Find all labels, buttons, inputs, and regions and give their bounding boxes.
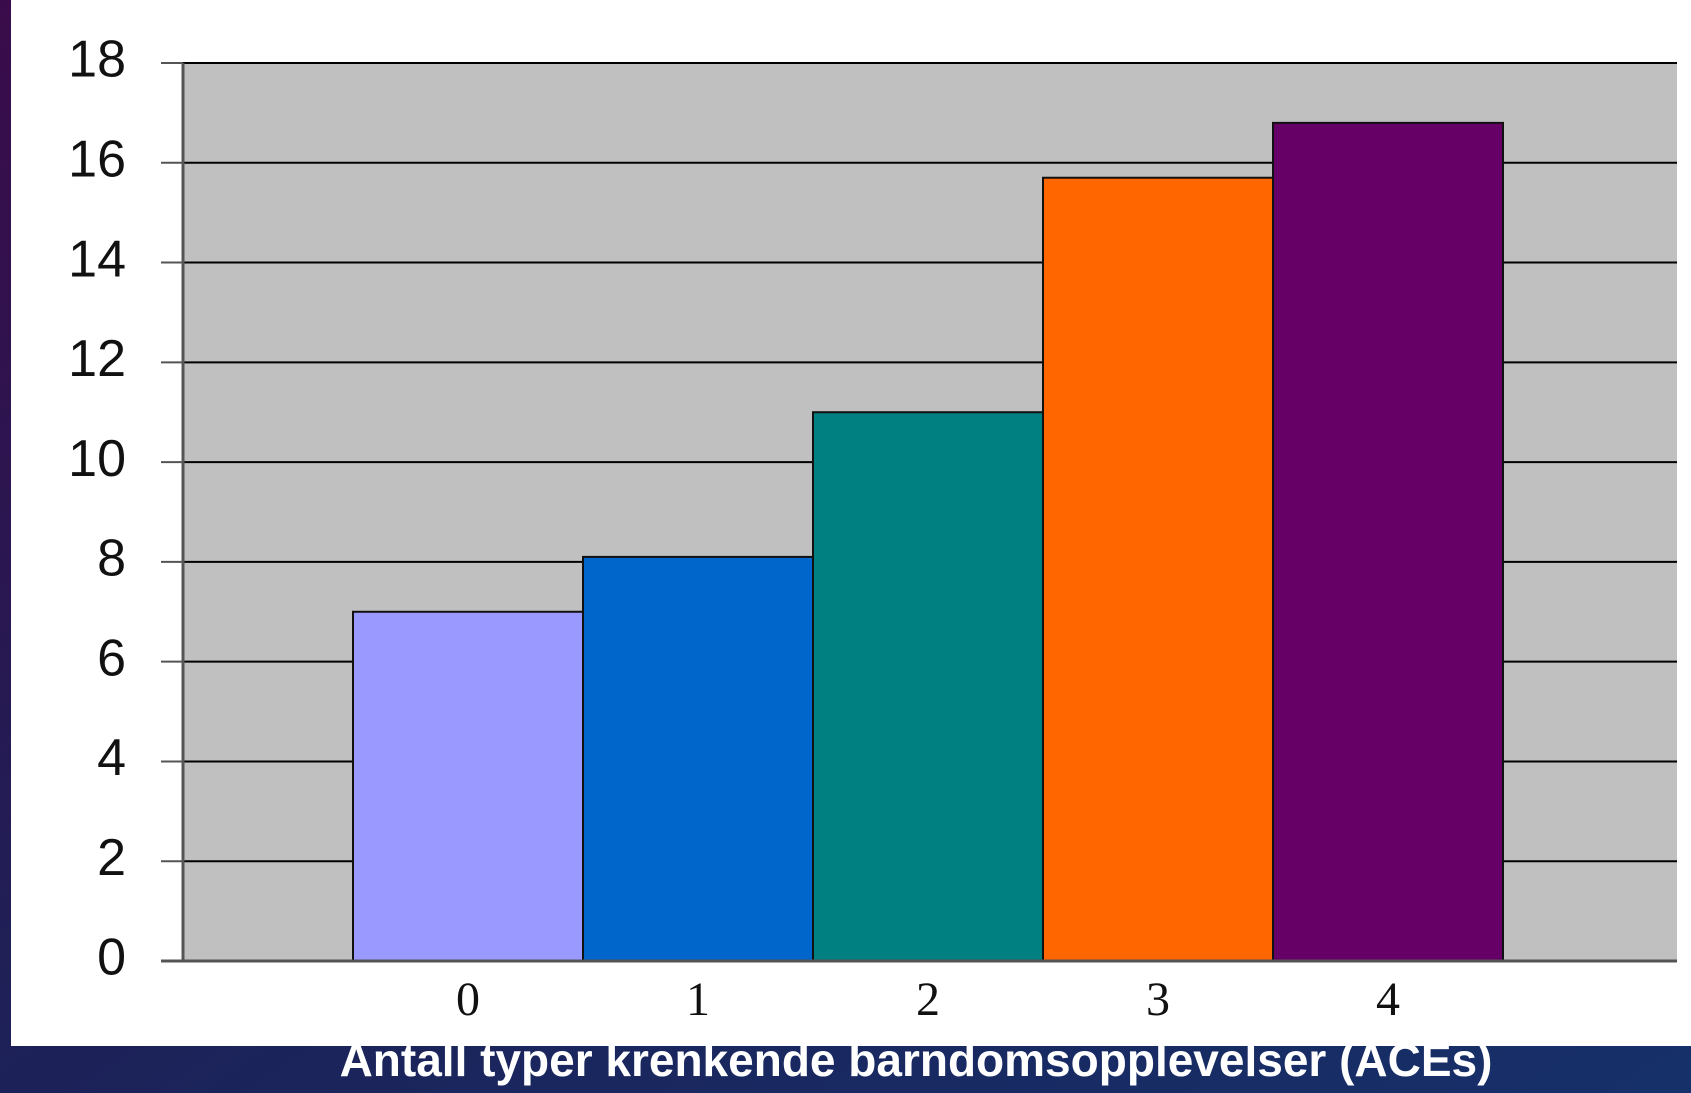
x-tick-label: 1	[686, 973, 710, 1026]
bar	[812, 411, 1044, 962]
bar	[352, 610, 584, 962]
y-tick-label: 2	[97, 829, 126, 887]
y-tick-label: 18	[68, 31, 126, 89]
y-tick-label: 10	[68, 430, 126, 488]
x-tick-label: 4	[1376, 973, 1400, 1026]
y-tick-label: 4	[97, 729, 126, 787]
x-tick-label: 2	[916, 973, 940, 1026]
bar	[1042, 176, 1274, 962]
bar	[582, 555, 814, 963]
y-tick-label: 0	[97, 929, 126, 987]
x-tick-label: 0	[456, 973, 480, 1026]
y-tick-label: 6	[97, 629, 126, 687]
y-tick-label: 8	[97, 530, 126, 588]
bar	[1272, 121, 1504, 963]
y-tick-label: 14	[68, 230, 126, 288]
x-tick-label: 3	[1146, 973, 1170, 1026]
y-tick-label: 12	[68, 330, 126, 388]
y-tick-label: 16	[68, 131, 126, 189]
x-axis-label: Antall typer krenkende barndomsopplevels…	[340, 1034, 1493, 1086]
